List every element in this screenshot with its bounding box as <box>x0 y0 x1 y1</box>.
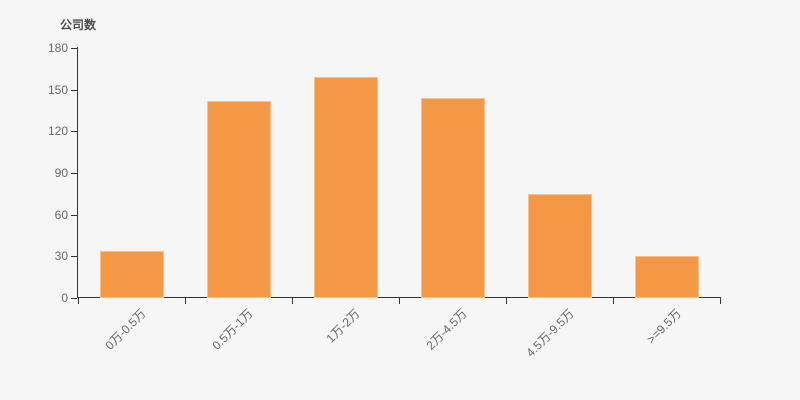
x-tick-mark <box>506 298 507 304</box>
bar-0.5万-1万[interactable] <box>207 101 271 298</box>
y-tick-label: 30 <box>54 249 68 264</box>
x-tick-mark <box>720 298 721 304</box>
x-category-label: >=9.5万 <box>643 306 684 347</box>
y-tick-mark <box>71 256 77 258</box>
bar-1万-2万[interactable] <box>314 77 378 298</box>
bar-2万-4.5万[interactable] <box>421 98 485 298</box>
y-tick-label: 150 <box>47 82 68 97</box>
y-tick-label: 90 <box>54 166 68 180</box>
y-tick-mark <box>71 48 77 49</box>
x-category-label: 1万-2万 <box>323 306 363 346</box>
x-tick-mark <box>78 298 79 304</box>
x-tick-mark <box>613 298 614 304</box>
y-tick-mark <box>71 173 77 174</box>
y-tick-label: 120 <box>47 124 68 139</box>
y-tick-label: 0 <box>61 291 68 305</box>
x-category-label: 0万-0.5万 <box>102 306 149 353</box>
x-category-label: 4.5万-9.5万 <box>523 306 577 360</box>
y-tick-label: 180 <box>47 41 68 55</box>
bar-0万-0.5万[interactable] <box>100 251 164 298</box>
y-axis-line <box>77 47 78 298</box>
bar->=9.5万[interactable] <box>635 256 699 298</box>
y-tick-label: 60 <box>54 207 68 222</box>
y-tick-mark <box>71 214 77 216</box>
x-category-label: 0.5万-1万 <box>209 306 256 353</box>
y-axis-title: 公司数 <box>60 18 97 32</box>
bar-4.5万-9.5万[interactable] <box>528 194 592 298</box>
y-tick-mark <box>71 89 77 91</box>
x-axis-line <box>77 297 721 298</box>
x-category-label: 2万-4.5万 <box>423 306 470 353</box>
x-tick-mark <box>185 298 186 304</box>
x-tick-mark <box>292 298 293 304</box>
x-tick-mark <box>399 298 400 304</box>
y-tick-mark <box>71 131 77 133</box>
y-tick-mark <box>71 298 77 299</box>
